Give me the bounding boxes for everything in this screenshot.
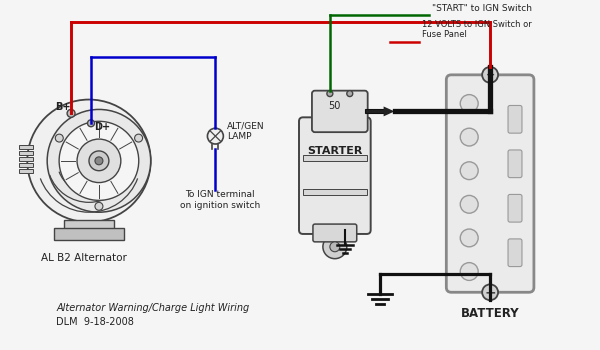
Circle shape — [89, 151, 109, 171]
Bar — [303, 155, 367, 161]
FancyBboxPatch shape — [508, 105, 522, 133]
Text: AL B2 Alternator: AL B2 Alternator — [41, 253, 127, 263]
Bar — [64, 220, 114, 230]
FancyBboxPatch shape — [508, 195, 522, 222]
Polygon shape — [383, 106, 395, 116]
Circle shape — [77, 139, 121, 183]
Circle shape — [55, 134, 63, 142]
Bar — [54, 228, 124, 240]
Circle shape — [460, 128, 478, 146]
Circle shape — [482, 284, 498, 300]
Bar — [19, 169, 33, 173]
Circle shape — [67, 110, 75, 117]
Text: 12 VOLTS to IGN Switch or
Fuse Panel: 12 VOLTS to IGN Switch or Fuse Panel — [422, 20, 532, 39]
Text: "START" to IGN Switch: "START" to IGN Switch — [433, 4, 532, 13]
Bar — [19, 151, 33, 155]
FancyBboxPatch shape — [508, 239, 522, 267]
Text: ALT/GEN
LAMP: ALT/GEN LAMP — [227, 121, 265, 141]
Circle shape — [330, 242, 340, 252]
Text: BATTERY: BATTERY — [461, 307, 520, 320]
Circle shape — [95, 202, 103, 210]
Text: +: + — [485, 70, 495, 80]
Circle shape — [27, 99, 151, 222]
Text: D+: D+ — [94, 122, 110, 132]
Text: To IGN terminal
on ignition switch: To IGN terminal on ignition switch — [180, 190, 260, 210]
FancyBboxPatch shape — [299, 117, 371, 234]
Circle shape — [482, 67, 498, 83]
FancyBboxPatch shape — [312, 91, 368, 132]
Bar — [19, 163, 33, 167]
Text: −: − — [484, 285, 496, 299]
Circle shape — [323, 235, 347, 259]
Circle shape — [59, 121, 139, 200]
Circle shape — [208, 128, 223, 144]
Bar — [19, 145, 33, 149]
Polygon shape — [365, 110, 385, 113]
Text: 50: 50 — [329, 102, 341, 111]
FancyBboxPatch shape — [508, 150, 522, 178]
Circle shape — [95, 157, 103, 165]
Text: STARTER: STARTER — [307, 146, 362, 156]
Text: B+: B+ — [55, 103, 71, 112]
FancyBboxPatch shape — [446, 75, 534, 292]
Circle shape — [134, 134, 143, 142]
Text: DLM  9-18-2008: DLM 9-18-2008 — [56, 317, 134, 327]
Circle shape — [460, 262, 478, 280]
Text: Alternator Warning/Charge Light Wiring: Alternator Warning/Charge Light Wiring — [56, 303, 250, 313]
Circle shape — [460, 162, 478, 180]
Circle shape — [88, 120, 94, 127]
Circle shape — [460, 94, 478, 112]
FancyBboxPatch shape — [313, 224, 357, 242]
Circle shape — [460, 229, 478, 247]
Circle shape — [347, 91, 353, 97]
Circle shape — [460, 195, 478, 213]
Bar — [303, 189, 367, 195]
Circle shape — [47, 110, 151, 212]
Bar — [19, 157, 33, 161]
Circle shape — [327, 91, 333, 97]
